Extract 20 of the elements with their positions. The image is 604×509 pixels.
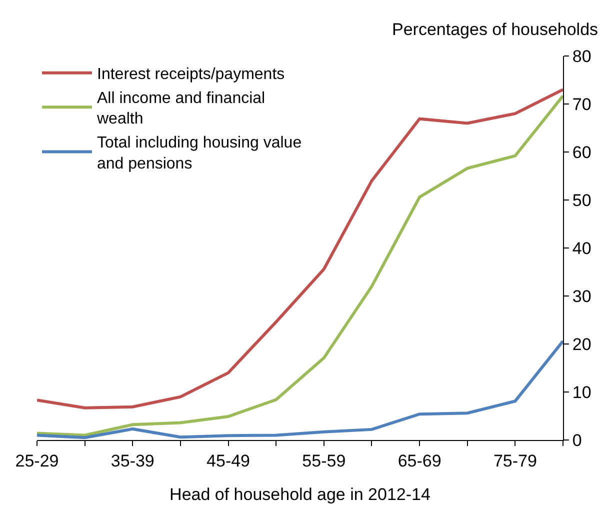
x-axis-title: Head of household age in 2012-14	[170, 484, 430, 504]
y-tick-label: 20	[572, 334, 592, 354]
y-tick-label: 60	[572, 142, 592, 162]
legend-label: Interest receipts/payments	[97, 66, 285, 84]
x-tick-label: 65-69	[398, 451, 442, 470]
y-tick-label: 70	[572, 94, 592, 114]
y-tick-label: 50	[572, 190, 592, 210]
x-tick-label: 35-39	[110, 451, 154, 470]
x-tick-label: 55-59	[302, 451, 346, 470]
x-tick-label: 45-49	[206, 451, 250, 470]
y-tick-label: 10	[572, 382, 592, 402]
x-tick-label: 25-29	[15, 451, 59, 470]
y-axis-title: Percentages of households	[392, 20, 598, 39]
legend-label: All income and financial wealth	[96, 90, 266, 128]
y-tick-label: 30	[572, 286, 592, 306]
y-tick-label: 0	[572, 430, 582, 450]
y-tick-label: 80	[572, 46, 592, 66]
y-tick-label: 40	[572, 238, 592, 258]
legend-label: Total including housing value and pensions	[97, 134, 302, 172]
x-tick-label: 75-79	[493, 451, 537, 470]
